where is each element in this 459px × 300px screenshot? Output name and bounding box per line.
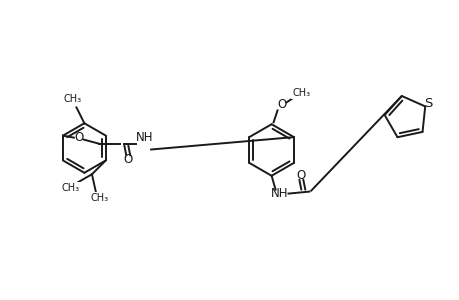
Text: CH₃: CH₃ <box>291 88 310 98</box>
Text: CH₃: CH₃ <box>90 193 109 203</box>
Text: O: O <box>296 169 305 182</box>
Text: NH: NH <box>135 131 152 144</box>
Text: O: O <box>123 153 133 166</box>
Text: NH: NH <box>270 187 288 200</box>
Text: CH₃: CH₃ <box>61 183 79 193</box>
Text: CH₃: CH₃ <box>63 94 81 104</box>
Text: S: S <box>423 97 431 110</box>
Text: O: O <box>276 98 285 111</box>
Text: O: O <box>74 131 83 144</box>
